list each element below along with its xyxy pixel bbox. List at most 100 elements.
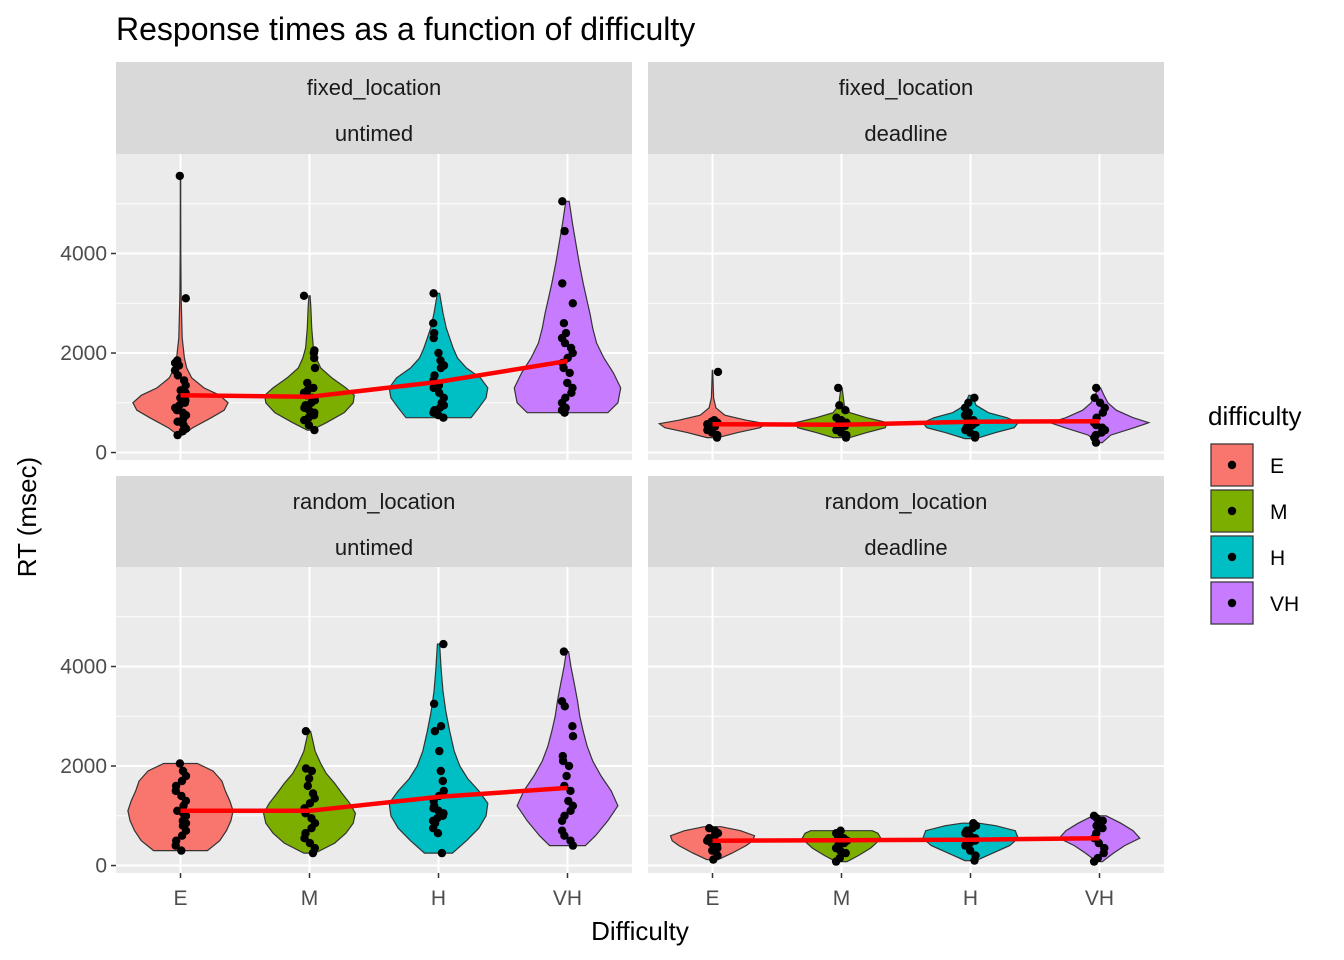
x-tick-label: H [963,887,978,910]
strip-label-col: deadline [864,535,947,560]
data-point [175,171,184,181]
data-point [557,697,567,706]
legend-item-M: M [1210,489,1288,533]
data-point [173,356,182,365]
data-point [308,789,318,798]
facet-panels: fixed_locationuntimed020004000fixed_loca… [60,62,1164,910]
legend: difficulty EMH VH [1208,401,1301,625]
data-point [566,786,575,796]
data-point [713,367,723,377]
data-point [558,197,567,206]
x-tick-label: E [705,887,719,910]
data-point [565,368,574,378]
chart-title: Response times as a function of difficul… [116,11,695,47]
data-point [436,766,445,776]
data-point [1092,821,1101,830]
legend-point [1227,598,1237,608]
data-point [559,319,569,328]
strip-label-col: untimed [335,121,413,146]
mean-line [712,418,1100,427]
data-point [429,319,438,328]
data-point [299,291,309,300]
data-point [1093,853,1103,863]
data-point [436,722,446,731]
data-point [705,824,714,833]
data-point [1100,843,1109,853]
x-tick-label: M [833,887,851,910]
data-point [307,814,316,823]
data-point [310,346,319,355]
data-point [558,279,567,288]
data-point [841,406,850,415]
data-point [301,764,311,773]
legend-title: difficulty [1208,401,1301,431]
data-point [561,328,571,338]
data-point [835,401,844,410]
strip-label-row: fixed_location [307,75,442,100]
data-point [303,378,312,388]
facet-panel: fixed_location deadline [648,62,1164,460]
data-point [310,425,319,435]
strip-label-row: fixed_location [839,75,974,100]
data-point [560,811,569,820]
data-point [560,226,569,236]
data-point [181,294,190,303]
data-point [1090,393,1099,402]
data-point [173,806,182,815]
data-point [568,383,577,393]
data-point [558,751,567,761]
facet-strip [116,476,632,567]
data-point [171,781,181,791]
data-point [439,639,448,649]
data-point [435,746,444,756]
legend-label: VH [1270,593,1299,616]
data-point [971,851,980,860]
data-point [305,838,315,848]
mean-line [180,785,568,814]
y-tick-label: 0 [95,442,107,465]
data-point [566,343,576,353]
data-point [434,348,443,358]
data-point [429,289,438,298]
data-point [430,371,439,380]
x-tick-label: H [431,887,446,910]
data-point [564,796,573,806]
data-point [301,829,310,838]
legend-label: H [1270,547,1285,570]
data-point [1095,398,1105,407]
data-point [561,393,570,402]
y-tick-label: 4000 [60,243,107,266]
y-tick-label: 0 [95,855,107,878]
data-point [568,732,578,741]
strip-label-col: untimed [335,535,413,560]
data-point [563,378,572,388]
data-point [834,383,843,393]
panel-background [648,567,1164,873]
data-point [564,761,574,771]
y-axis-title: RT (msec) [12,457,42,577]
data-point [970,393,979,402]
data-point [310,363,320,373]
x-tick-label: VH [553,887,582,910]
data-point [435,388,444,397]
x-tick-label: M [301,887,319,910]
data-point [301,727,311,736]
legend-point [1227,552,1237,562]
x-tick-label: VH [1085,887,1114,910]
data-point [1092,383,1101,393]
x-axis-title: Difficulty [591,916,689,946]
mean-line [180,358,568,400]
mean-line [712,835,1100,843]
facet-panel: random_location deadline E M H VH [648,476,1164,910]
data-point [835,853,844,863]
legend-item-H: H [1210,535,1285,579]
data-point [430,727,440,736]
data-point [568,722,577,731]
data-point [175,759,185,768]
data-point [304,774,314,783]
facet-strip [648,62,1164,154]
data-point [566,836,575,845]
strip-label-col: deadline [864,121,947,146]
